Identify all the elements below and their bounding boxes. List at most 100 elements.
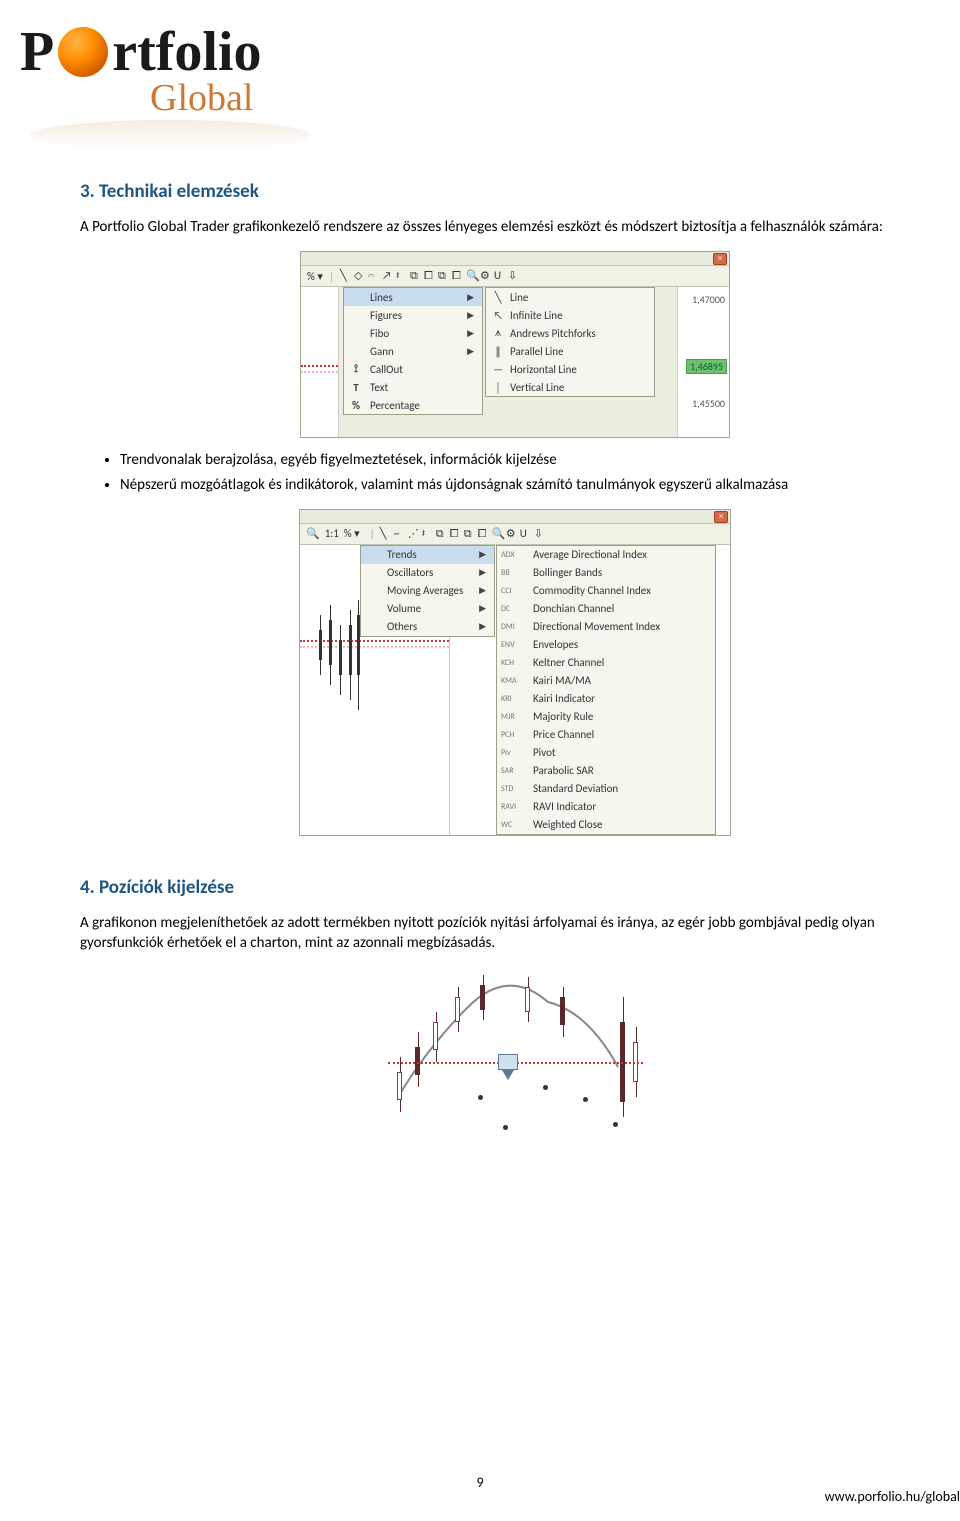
menu-item[interactable]: Figures▶ [344, 306, 482, 324]
toolbar-icon[interactable]: ⚙ [480, 269, 494, 283]
toolbar-icon[interactable]: ⇩ [534, 527, 548, 541]
toolbar-icon[interactable]: 𝄐 [368, 269, 382, 283]
fig2-body: Trends▶Oscillators▶Moving Averages▶Volum… [300, 545, 730, 835]
toolbar-icon[interactable]: ↗ [382, 269, 396, 283]
fig1-chart-stub [301, 287, 339, 437]
toolbar-control[interactable]: 🔍 [306, 527, 320, 540]
submenu-item[interactable]: DMIDirectional Movement Index [497, 618, 715, 636]
toolbar-icon[interactable]: ⧉ [436, 527, 450, 541]
submenu-item[interactable]: DCDonchian Channel [497, 600, 715, 618]
submenu-item[interactable]: ADXAverage Directional Index [497, 546, 715, 564]
page-content: 3. Technikai elemzések A Portfolio Globa… [20, 180, 960, 1152]
toolbar-control[interactable]: % ▾ [344, 527, 360, 540]
submenu-item[interactable]: ∥Parallel Line [486, 342, 654, 360]
menu-item[interactable]: Fibo▶ [344, 324, 482, 342]
submenu-item[interactable]: ╲Line [486, 288, 654, 306]
figure-1-lines-menu: × % ▾ | ╲◇𝄐↗𝄽⧉⧠⧉⧠🔍⚙U⇩ Lines▶Figures▶Fibo… [300, 251, 730, 438]
toolbar-icon[interactable]: ⧉ [438, 269, 452, 283]
toolbar-icon[interactable]: 𝄽 [422, 527, 436, 541]
submenu-item[interactable]: PCHPrice Channel [497, 726, 715, 744]
toolbar-icon[interactable]: ◇ [354, 269, 368, 283]
bullet-2: Népszerű mozgóátlagok és indikátorok, va… [120, 475, 950, 495]
section-4-body: A grafikonon megjeleníthetőek az adott t… [80, 913, 950, 954]
toolbar-icon[interactable]: ⧠ [478, 527, 492, 541]
toolbar-icon[interactable]: ⧠ [424, 269, 438, 283]
close-icon[interactable]: × [714, 511, 728, 523]
submenu-item[interactable]: RAVIRAVI Indicator [497, 798, 715, 816]
figure-3-position-chart [388, 967, 643, 1152]
fig1-submenu-lines[interactable]: ╲Line↖Infinite Line⩚Andrews Pitchforks∥P… [485, 287, 655, 397]
footer-url: www.porfolio.hu/global [825, 1488, 960, 1505]
toolbar-icon[interactable]: 𝄽 [396, 269, 410, 283]
position-marker[interactable] [498, 1054, 518, 1070]
logo-rest: rtfolio [112, 20, 261, 84]
submenu-item[interactable]: KMAKairi MA/MA [497, 672, 715, 690]
section-4-heading: 4. Pozíciók kijelzése [80, 876, 950, 899]
toolbar-icon[interactable]: ⇩ [508, 269, 522, 283]
menu-item[interactable]: Trends▶ [361, 546, 494, 564]
toolbar-icon[interactable]: ⚙ [506, 527, 520, 541]
fig1-menu-categories[interactable]: Lines▶Figures▶Fibo▶Gann▶⟟CallOutTText%Pe… [343, 287, 483, 415]
submenu-item[interactable]: ⩚Andrews Pitchforks [486, 324, 654, 342]
logo-letter-p: P [20, 20, 54, 84]
menu-item[interactable]: %Percentage [344, 396, 482, 414]
toolbar-icon[interactable]: ⧉ [410, 269, 424, 283]
toolbar-percent-dropdown[interactable]: % ▾ [307, 270, 323, 283]
toolbar-icon[interactable]: ⧠ [450, 527, 464, 541]
logo-subbrand: Global [150, 76, 960, 120]
toolbar-icon[interactable]: ~ [394, 527, 408, 541]
submenu-item[interactable]: CCICommodity Channel Index [497, 582, 715, 600]
fig1-toolbar: % ▾ | ╲◇𝄐↗𝄽⧉⧠⧉⧠🔍⚙U⇩ [301, 266, 729, 287]
toolbar-icon[interactable]: U [494, 269, 508, 283]
toolbar-icon[interactable]: 🔍 [466, 269, 480, 283]
toolbar-icon[interactable]: ⧠ [452, 269, 466, 283]
figure-3-wrap [80, 967, 950, 1152]
position-direction-icon [502, 1070, 514, 1080]
toolbar-icon[interactable]: ⋰ [408, 527, 422, 541]
menu-item[interactable]: Moving Averages▶ [361, 582, 494, 600]
figure-2-wrap: × 🔍1:1% ▾ | ╲~⋰𝄽⧉⧠⧉⧠🔍⚙U⇩ Trends [80, 509, 950, 836]
submenu-item[interactable]: WCWeighted Close [497, 816, 715, 834]
submenu-item[interactable]: KRIKairi Indicator [497, 690, 715, 708]
submenu-item[interactable]: KCHKeltner Channel [497, 654, 715, 672]
submenu-item[interactable]: BBBollinger Bands [497, 564, 715, 582]
fig1-body: Lines▶Figures▶Fibo▶Gann▶⟟CallOutTText%Pe… [301, 287, 729, 437]
axis-label-top: 1,47000 [692, 293, 725, 306]
fig1-y-axis: 1,47000 1,46895 1,45500 [677, 287, 729, 437]
submenu-item[interactable]: MJRMajority Rule [497, 708, 715, 726]
fig1-titlebar: × [301, 252, 729, 266]
section-3-intro: A Portfolio Global Trader grafikonkezelő… [80, 217, 950, 237]
toolbar-icon[interactable]: U [520, 527, 534, 541]
submenu-item[interactable]: SARParabolic SAR [497, 762, 715, 780]
toolbar-icon[interactable]: 🔍 [492, 527, 506, 541]
figure-1-wrap: × % ▾ | ╲◇𝄐↗𝄽⧉⧠⧉⧠🔍⚙U⇩ Lines▶Figures▶Fibo… [80, 251, 950, 438]
submenu-item[interactable]: —Horizontal Line [486, 360, 654, 378]
logo-reflection [30, 120, 310, 150]
page-number: 9 [476, 1474, 483, 1491]
close-icon[interactable]: × [713, 253, 727, 265]
menu-item[interactable]: Oscillators▶ [361, 564, 494, 582]
menu-item[interactable]: Volume▶ [361, 600, 494, 618]
toolbar-icon[interactable]: ╲ [340, 269, 354, 283]
globe-icon [58, 27, 108, 77]
logo-wordmark: P rtfolio [20, 20, 960, 84]
submenu-item[interactable]: │Vertical Line [486, 378, 654, 396]
submenu-item[interactable]: ↖Infinite Line [486, 306, 654, 324]
section-3-heading: 3. Technikai elemzések [80, 180, 950, 203]
fig2-submenu-trends[interactable]: ADXAverage Directional IndexBBBollinger … [496, 545, 716, 835]
menu-item[interactable]: ⟟CallOut [344, 360, 482, 378]
menu-item[interactable]: TText [344, 378, 482, 396]
toolbar-icon[interactable]: ╲ [380, 527, 394, 541]
menu-item[interactable]: Lines▶ [344, 288, 482, 306]
fig2-titlebar: × [300, 510, 730, 524]
section-3-bullets: Trendvonalak berajzolása, egyéb figyelme… [80, 450, 950, 495]
submenu-item[interactable]: ENVEnvelopes [497, 636, 715, 654]
fig2-menu-categories[interactable]: Trends▶Oscillators▶Moving Averages▶Volum… [360, 545, 495, 637]
toolbar-icon[interactable]: ⧉ [464, 527, 478, 541]
menu-item[interactable]: Gann▶ [344, 342, 482, 360]
submenu-item[interactable]: PivPivot [497, 744, 715, 762]
submenu-item[interactable]: STDStandard Deviation [497, 780, 715, 798]
toolbar-control[interactable]: 1:1 [325, 527, 339, 540]
menu-item[interactable]: Others▶ [361, 618, 494, 636]
figure-2-indicators-menu: × 🔍1:1% ▾ | ╲~⋰𝄽⧉⧠⧉⧠🔍⚙U⇩ Trends [299, 509, 731, 836]
